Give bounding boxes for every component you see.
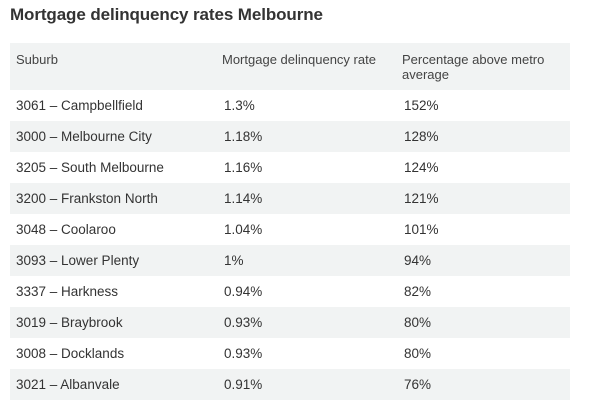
cell-percentage: 76% (404, 377, 432, 392)
table-row: 3000 – Melbourne City 1.18% 128% (10, 121, 570, 152)
cell-percentage: 128% (404, 129, 439, 144)
table-row: 3048 – Coolaroo 1.04% 101% (10, 214, 570, 245)
cell-suburb: 3008 – Docklands (16, 346, 125, 361)
cell-suburb: 3061 – Campbellfield (16, 98, 143, 113)
cell-rate: 0.91% (224, 377, 263, 392)
cell-rate: 0.93% (224, 315, 263, 330)
cell-suburb: 3048 – Coolaroo (16, 222, 116, 237)
table-row: 3205 – South Melbourne 1.16% 124% (10, 152, 570, 183)
table-row: 3008 – Docklands 0.93% 80% (10, 338, 570, 369)
table-row: 3337 – Harkness 0.94% 82% (10, 276, 570, 307)
table-row: 3019 – Braybrook 0.93% 80% (10, 307, 570, 338)
cell-percentage: 101% (404, 222, 439, 237)
cell-rate: 1.04% (224, 222, 263, 237)
page-title: Mortgage delinquency rates Melbourne (10, 5, 323, 24)
cell-percentage: 80% (404, 315, 432, 330)
cell-percentage: 80% (404, 346, 432, 361)
cell-suburb: 3337 – Harkness (16, 284, 119, 299)
table-row: 3021 – Albanvale 0.91% 76% (10, 369, 570, 400)
cell-suburb: 3205 – South Melbourne (16, 160, 164, 175)
table-header-row: Suburb Mortgage delinquency rate Percent… (10, 43, 570, 90)
header-delinquency-rate: Mortgage delinquency rate (222, 52, 376, 67)
delinquency-table: Suburb Mortgage delinquency rate Percent… (10, 43, 570, 400)
cell-suburb: 3021 – Albanvale (16, 377, 120, 392)
cell-rate: 0.93% (224, 346, 263, 361)
cell-suburb: 3019 – Braybrook (16, 315, 123, 330)
cell-suburb: 3000 – Melbourne City (16, 129, 152, 144)
cell-suburb: 3200 – Frankston North (16, 191, 158, 206)
cell-percentage: 82% (404, 284, 432, 299)
table-row: 3093 – Lower Plenty 1% 94% (10, 245, 570, 276)
cell-rate: 0.94% (224, 284, 263, 299)
table-row: 3061 – Campbellfield 1.3% 152% (10, 90, 570, 121)
cell-rate: 1.3% (224, 98, 255, 113)
cell-suburb: 3093 – Lower Plenty (16, 253, 140, 268)
cell-rate: 1.18% (224, 129, 263, 144)
cell-rate: 1% (224, 253, 244, 268)
cell-percentage: 94% (404, 253, 432, 268)
cell-rate: 1.16% (224, 160, 263, 175)
header-suburb: Suburb (16, 52, 58, 67)
cell-percentage: 121% (404, 191, 439, 206)
cell-rate: 1.14% (224, 191, 263, 206)
table-row: 3200 – Frankston North 1.14% 121% (10, 183, 570, 214)
header-percentage-above-average: Percentage above metro average (402, 52, 545, 82)
cell-percentage: 124% (404, 160, 439, 175)
cell-percentage: 152% (404, 98, 439, 113)
